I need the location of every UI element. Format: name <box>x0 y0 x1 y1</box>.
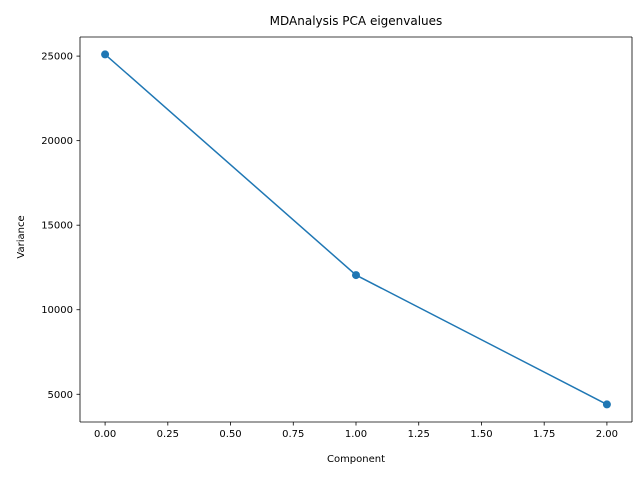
y-tick-label: 25000 <box>41 52 73 63</box>
data-point <box>602 400 611 409</box>
x-tick-label: 1.25 <box>408 429 430 440</box>
x-tick-label: 0.50 <box>219 429 241 440</box>
y-tick-label: 15000 <box>41 221 73 232</box>
data-point <box>352 271 360 280</box>
x-tick-label: 0.75 <box>282 429 304 440</box>
chart-title: MDAnalysis PCA eigenvalues <box>270 14 443 28</box>
data-point <box>101 50 110 59</box>
x-tick-label: 2.00 <box>596 429 618 440</box>
x-tick-label: 1.50 <box>470 429 492 440</box>
y-tick-label: 10000 <box>41 305 73 316</box>
y-axis-label: Variance <box>16 215 27 258</box>
x-tick-label: 1.75 <box>533 429 555 440</box>
plot-area: 0.00 0.25 0.50 0.75 1.00 1.25 1.50 1.75 2.00 5000… <box>41 36 633 440</box>
y-tick-label: 5000 <box>48 390 73 401</box>
x-axis-label: Component <box>327 454 385 465</box>
x-tick-label: 1.00 <box>345 429 367 440</box>
x-tick-label: 0.00 <box>94 429 116 440</box>
x-tick-label: 0.25 <box>157 429 179 440</box>
y-tick-label: 20000 <box>41 136 73 147</box>
series-line <box>104 53 608 406</box>
